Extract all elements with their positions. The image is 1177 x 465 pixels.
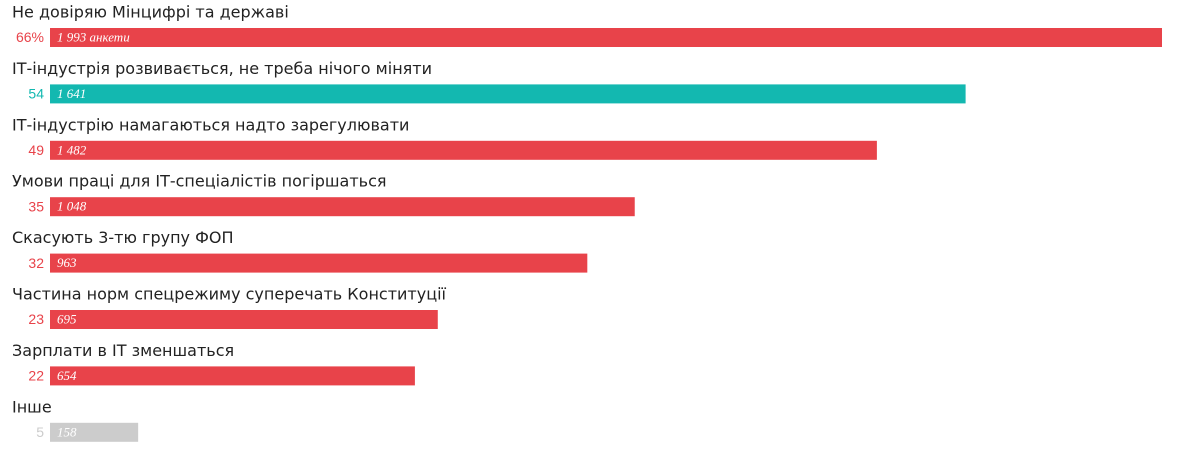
value-label: 1 048	[57, 199, 87, 214]
bar	[50, 197, 635, 217]
bar	[50, 310, 438, 329]
bar	[50, 140, 877, 160]
value-label: 1 482	[57, 142, 87, 157]
share-label: 22	[28, 368, 44, 384]
bar	[50, 84, 966, 104]
share-label: 32	[28, 255, 44, 271]
value-label: 695	[57, 311, 77, 326]
category-label: Частина норм спецрежиму суперечать Конст…	[12, 285, 447, 304]
value-label: 1 641	[57, 86, 86, 101]
value-label: 963	[57, 255, 77, 270]
value-label: 654	[57, 368, 77, 383]
bar	[50, 28, 1162, 47]
value-label: 1 993 анкети	[57, 29, 130, 44]
bar	[50, 253, 588, 273]
share-label: 49	[28, 142, 44, 158]
share-label: 5	[36, 424, 44, 440]
bar	[50, 366, 415, 386]
category-label: Скасують 3-тю групу ФОП	[12, 228, 233, 247]
share-label: 23	[28, 311, 44, 327]
category-label: Інше	[12, 397, 52, 416]
category-label: ІТ-індустрію намагаються надто зарегулюв…	[12, 115, 409, 134]
share-label: 66%	[16, 29, 44, 45]
category-label: Умови праці для ІТ-спеціалістів погіршат…	[12, 172, 387, 191]
bar	[50, 422, 139, 442]
value-label: 158	[57, 424, 77, 439]
category-label: Зарплати в ІТ зменшаться	[12, 341, 234, 360]
share-label: 35	[28, 198, 44, 214]
share-label: 54	[28, 86, 44, 102]
category-label: Не довіряю Мінцифрі та державі	[12, 3, 289, 22]
category-label: ІТ-індустрія розвивається, не треба нічо…	[12, 59, 432, 78]
